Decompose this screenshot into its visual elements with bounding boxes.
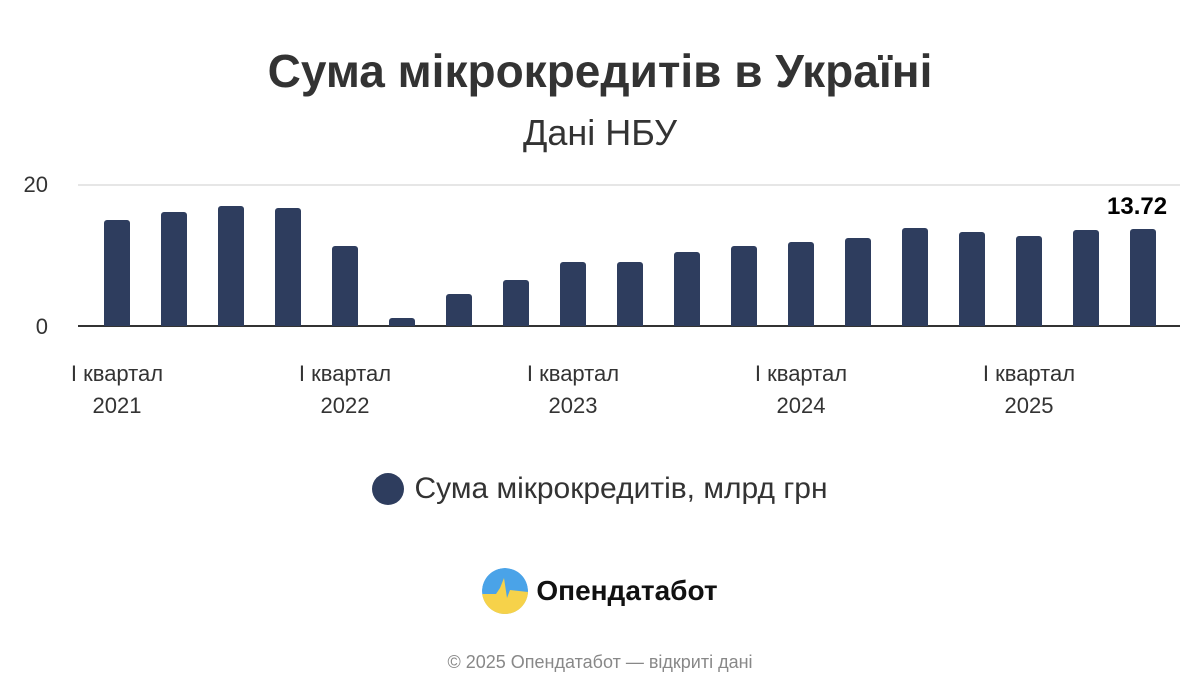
x-tick-label: I квартал 2023 — [526, 361, 620, 418]
opendatabot-logo-icon — [482, 568, 529, 614]
brand-name: Опендатабот — [536, 575, 718, 606]
y-tick-20: 20 — [23, 172, 48, 197]
bar[interactable] — [731, 246, 757, 326]
bar[interactable] — [1130, 229, 1156, 326]
bar[interactable] — [446, 294, 472, 326]
brand-logo: Опендатабот — [0, 568, 1200, 614]
bar[interactable] — [332, 246, 358, 326]
x-tick-label: I квартал 2024 — [754, 361, 848, 418]
x-axis-baseline — [78, 325, 1180, 327]
bar[interactable] — [218, 206, 244, 326]
bar[interactable] — [617, 261, 643, 326]
bar[interactable] — [161, 211, 187, 326]
bar[interactable] — [1073, 230, 1099, 326]
bar[interactable] — [275, 208, 301, 326]
chart-title: Сума мікрокредитів в Україні — [267, 45, 933, 97]
bar[interactable] — [959, 232, 985, 326]
copyright-text: © 2025 Опендатабот — відкриті дані — [447, 652, 753, 672]
x-tick-label: I квартал 2025 — [982, 361, 1076, 418]
bar[interactable] — [902, 228, 928, 326]
bar[interactable] — [1016, 235, 1042, 326]
legend[interactable]: Сума мікрокредитів, млрд грн — [0, 472, 1200, 506]
gridline-20 — [78, 184, 1180, 186]
y-tick-0: 0 — [35, 314, 48, 339]
legend-label: Сума мікрокредитів, млрд грн — [414, 472, 828, 505]
bar[interactable] — [104, 220, 130, 326]
data-label: 13.72 — [1107, 193, 1168, 221]
x-tick-label: I квартал 2021 — [70, 361, 164, 418]
plot-area — [78, 184, 1180, 327]
legend-marker-icon — [372, 473, 405, 505]
bar[interactable] — [788, 242, 814, 326]
bar[interactable] — [389, 318, 415, 326]
x-tick-label: I квартал 2022 — [298, 361, 392, 418]
chart-subtitle: Дані НБУ — [523, 112, 677, 153]
bar[interactable] — [674, 251, 700, 326]
bar[interactable] — [503, 280, 529, 326]
bar[interactable] — [845, 237, 871, 326]
bar[interactable] — [560, 261, 586, 326]
